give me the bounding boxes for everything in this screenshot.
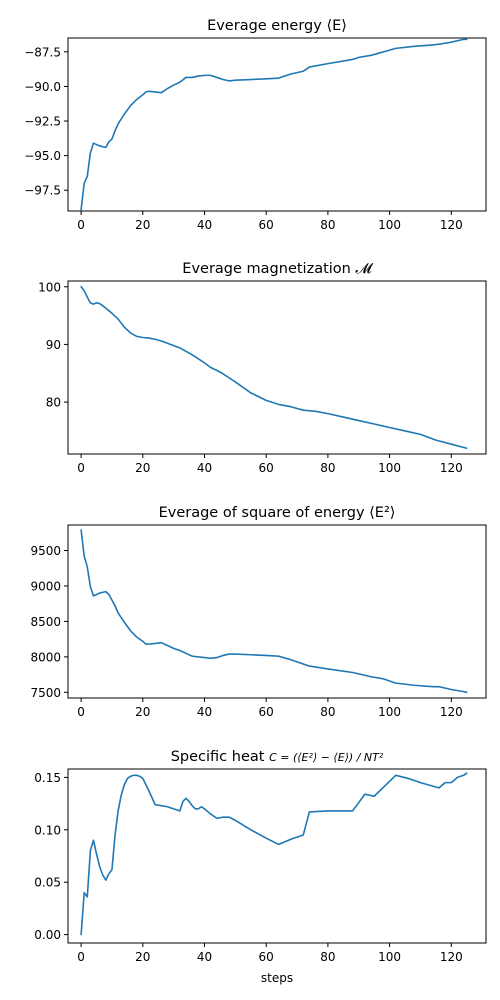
x-tick-label: 0	[77, 218, 85, 232]
series-line	[80, 285, 468, 450]
chart-title: Everage energy ⟨E⟩	[207, 18, 347, 34]
x-tick-label: 100	[378, 950, 401, 964]
y-tick-label: 90	[46, 338, 61, 352]
x-tick-label: 0	[77, 950, 85, 964]
series-line	[80, 529, 468, 694]
y-tick-label: 0.10	[34, 823, 61, 837]
series-line	[80, 772, 468, 936]
axes-frame	[67, 768, 487, 944]
x-axis-label: steps	[261, 971, 293, 985]
chart-panel-3: Everage of square of energy ⟨E²⟩ 0 20 40 60 8…	[30, 505, 487, 719]
y-tick-label: 9500	[30, 544, 61, 558]
x-tick-label: 20	[135, 461, 150, 475]
x-tick-label: 40	[197, 218, 212, 232]
x-tick-label: 120	[440, 218, 463, 232]
y-tick-label: −95.0	[24, 149, 61, 163]
y-tick-label: 7500	[30, 686, 61, 700]
x-tick-label: 80	[320, 218, 335, 232]
x-tick-label: 80	[320, 950, 335, 964]
x-tick-label: 20	[135, 705, 150, 719]
x-tick-label: 20	[135, 950, 150, 964]
y-tick-label: 100	[38, 280, 61, 294]
x-tick-label: 40	[197, 461, 212, 475]
y-tick-label: −97.5	[24, 184, 61, 198]
x-tick-label: 60	[259, 461, 274, 475]
y-tick-label: 0.00	[34, 928, 61, 942]
y-tick-label: 80	[46, 396, 61, 410]
axes-frame	[67, 524, 487, 699]
x-tick-label: 120	[440, 461, 463, 475]
y-tick-label: 0.05	[34, 876, 61, 890]
chart-panel-1: Everage energy ⟨E⟩ 0 20 40 60 80 100 120 −97.5 −9…	[24, 18, 487, 232]
x-tick-label: 120	[440, 950, 463, 964]
x-tick-label: 0	[77, 461, 85, 475]
y-tick-label: 8500	[30, 615, 61, 629]
x-tick-label: 60	[259, 950, 274, 964]
x-tick-label: 40	[197, 705, 212, 719]
x-tick-label: 100	[378, 461, 401, 475]
series-line	[80, 38, 468, 211]
y-tick-label: −92.5	[24, 115, 61, 129]
chart-title-equation: C = (⟨E²⟩ − ⟨E⟩) / NT²	[269, 751, 384, 764]
chart-title: Everage magnetization 𝓜	[182, 261, 374, 277]
axes-frame	[67, 37, 487, 212]
x-tick-label: 80	[320, 705, 335, 719]
y-tick-label: 0.15	[34, 771, 61, 785]
y-tick-label: 8000	[30, 650, 61, 664]
chart-title: Everage of square of energy ⟨E²⟩	[159, 505, 396, 521]
y-tick-label: −90.0	[24, 80, 61, 94]
x-tick-label: 20	[135, 218, 150, 232]
x-tick-label: 100	[378, 705, 401, 719]
x-tick-label: 60	[259, 705, 274, 719]
x-tick-label: 40	[197, 950, 212, 964]
x-tick-label: 60	[259, 218, 274, 232]
x-tick-label: 80	[320, 461, 335, 475]
chart-panel-2: Everage magnetization 𝓜 0 20 40 60 80 100 120 80…	[38, 261, 487, 475]
axes-frame	[67, 280, 487, 455]
y-tick-label: −87.5	[24, 45, 61, 59]
chart-title: Specific heat C = (⟨E²⟩ − ⟨E⟩) / NT²	[171, 749, 384, 765]
chart-title-text: Specific heat	[171, 749, 269, 765]
chart-panel-4: Specific heat C = (⟨E²⟩ − ⟨E⟩) / NT² 0 20 4…	[34, 749, 487, 964]
x-tick-label: 120	[440, 705, 463, 719]
y-tick-label: 9000	[30, 579, 61, 593]
x-tick-label: 0	[77, 705, 85, 719]
x-tick-label: 100	[378, 218, 401, 232]
